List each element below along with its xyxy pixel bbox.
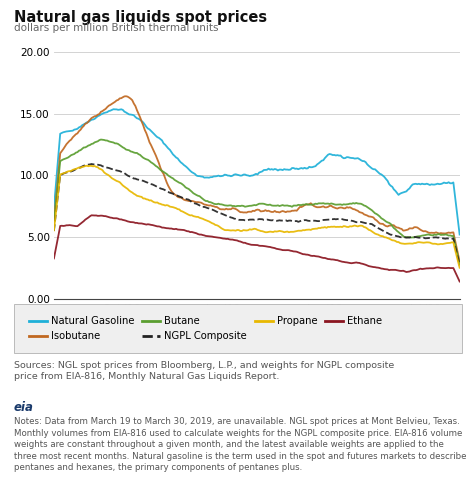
Legend: Natural Gasoline, Isobutane, Butane, NGPL Composite, Propane, Ethane: Natural Gasoline, Isobutane, Butane, NGP… <box>23 311 387 346</box>
Text: Natural gas liquids spot prices: Natural gas liquids spot prices <box>14 10 267 25</box>
Text: dollars per million British thermal units: dollars per million British thermal unit… <box>14 23 219 33</box>
Text: Sources: NGL spot prices from Bloomberg, L.P., and weights for NGPL composite
pr: Sources: NGL spot prices from Bloomberg,… <box>14 361 394 381</box>
FancyBboxPatch shape <box>14 304 462 353</box>
Text: Notes: Data from March 19 to March 30, 2019, are unavailable. NGL spot prices at: Notes: Data from March 19 to March 30, 2… <box>14 417 467 472</box>
Text: eia: eia <box>14 401 34 414</box>
